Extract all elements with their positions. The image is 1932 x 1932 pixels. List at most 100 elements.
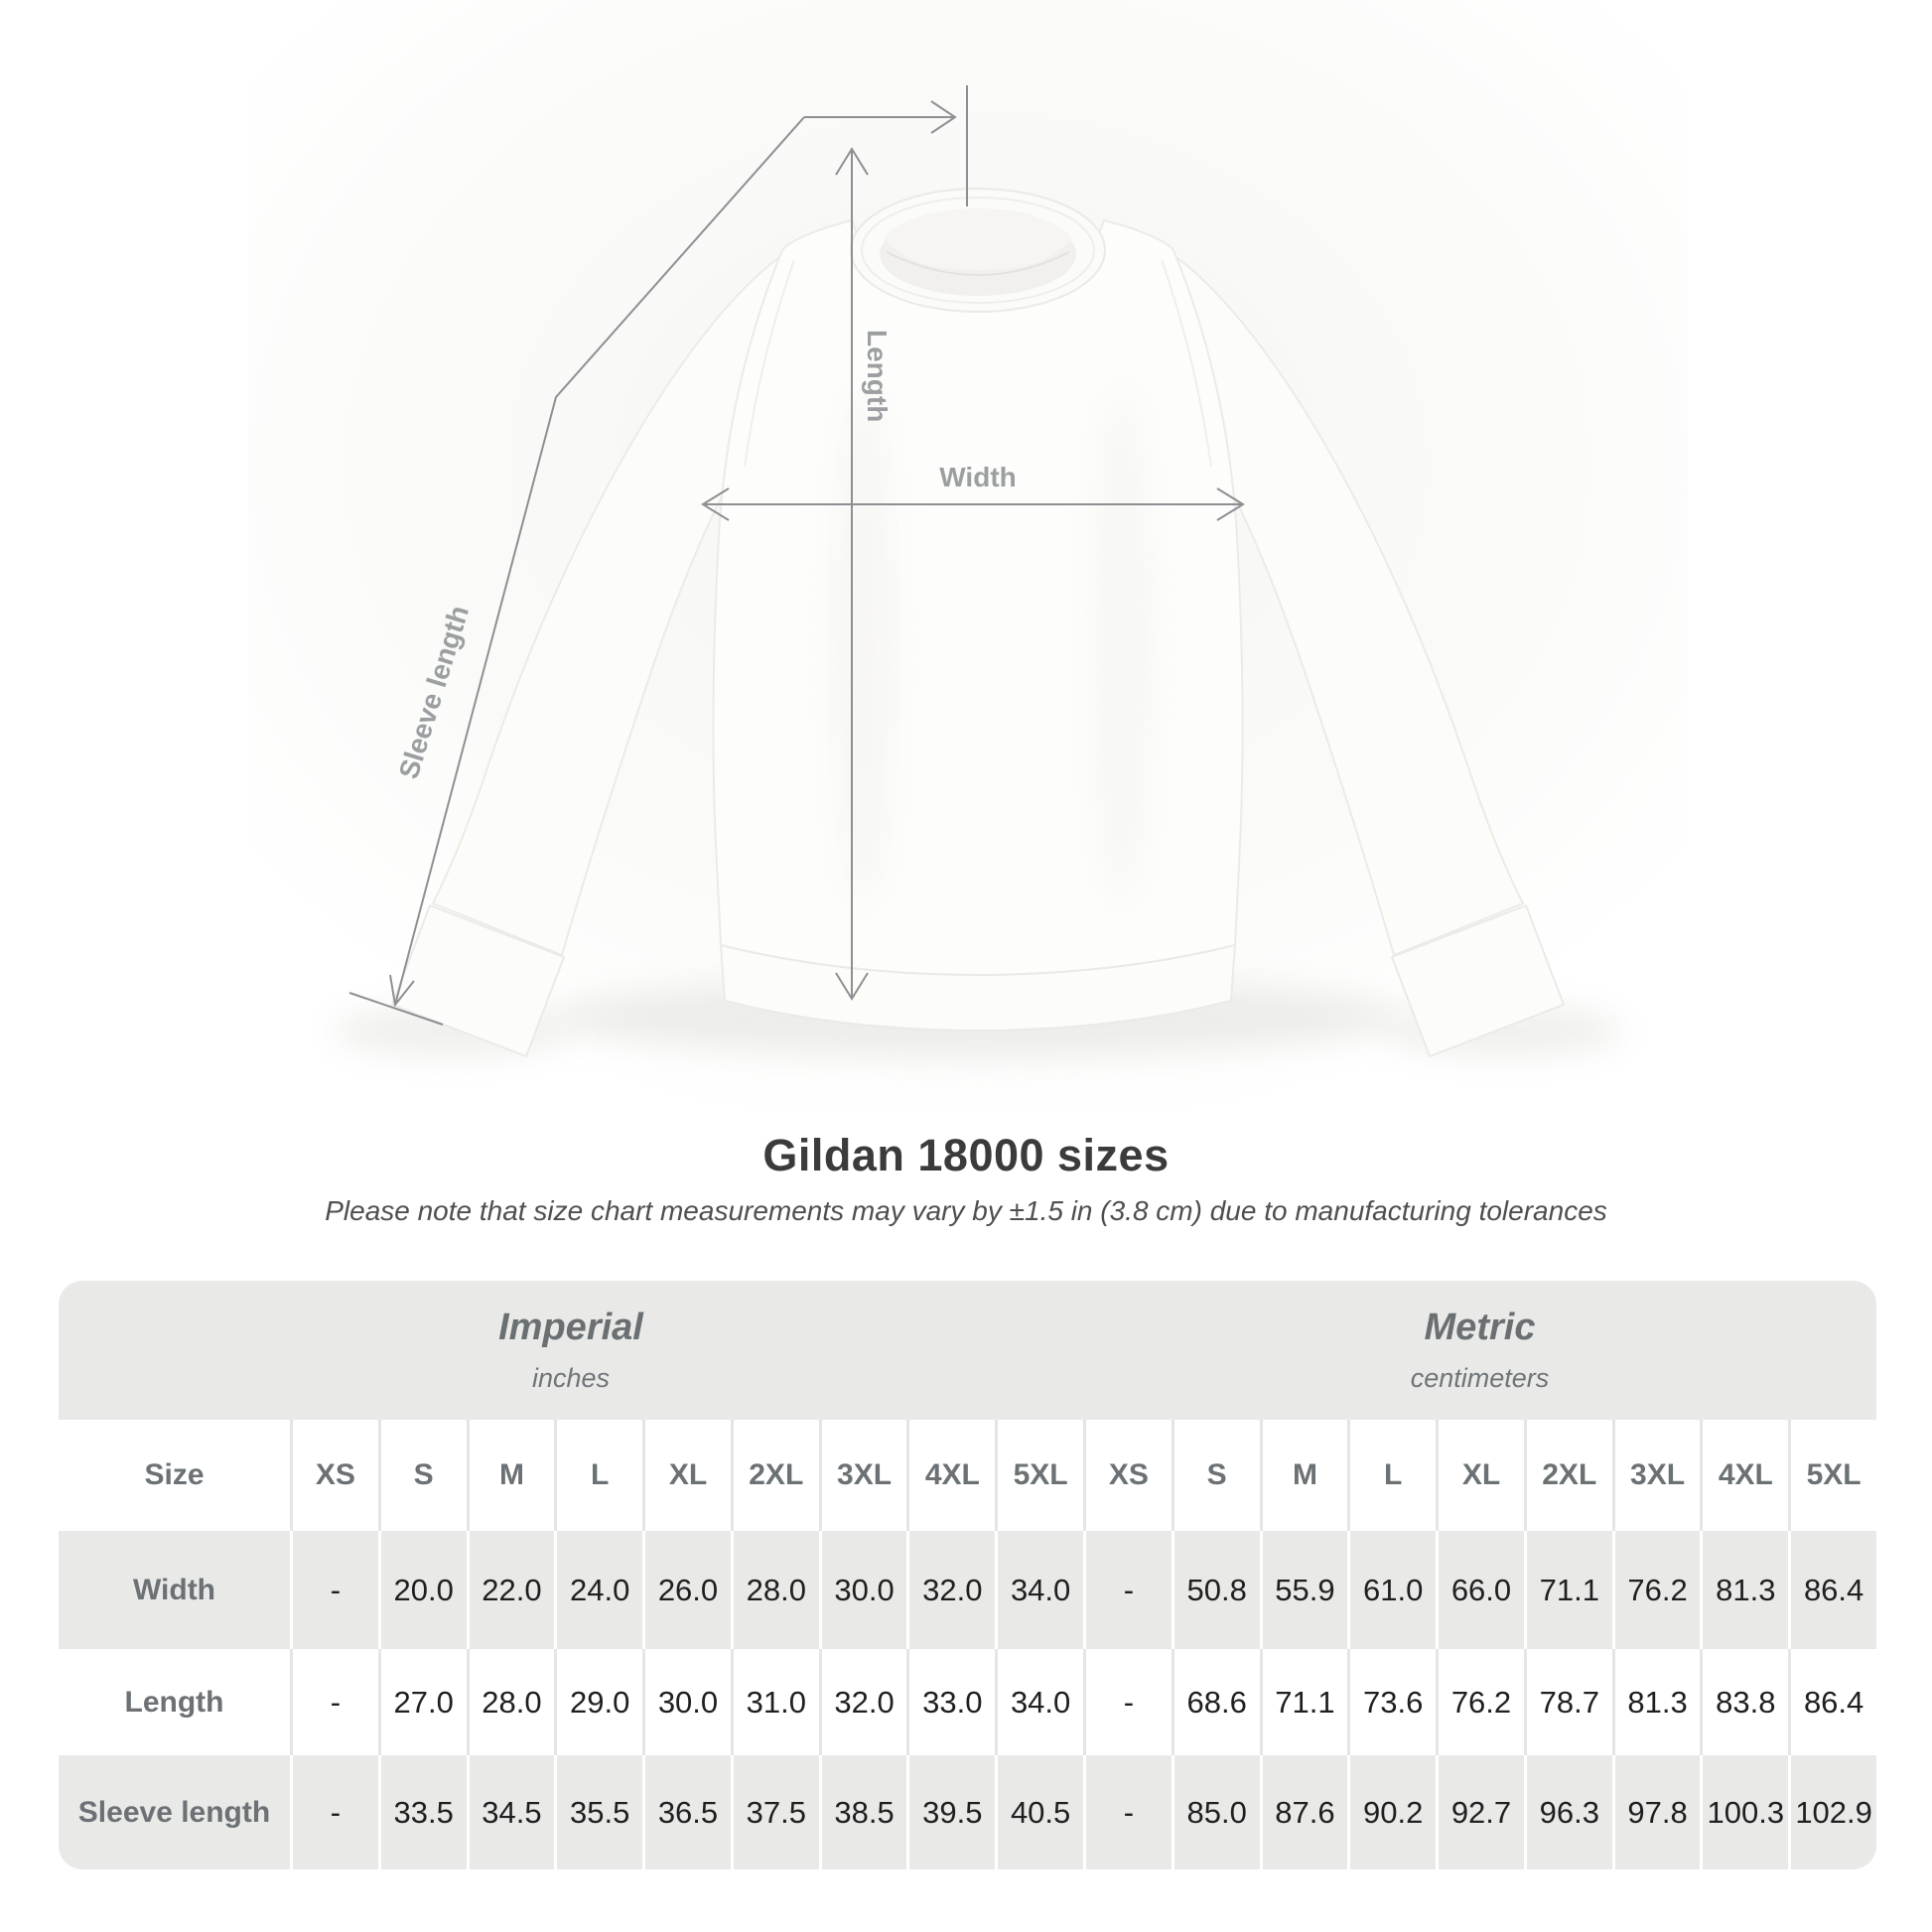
imperial-unit: inches	[531, 1363, 611, 1393]
table-cell: -	[1083, 1755, 1172, 1869]
table-cell: 81.3	[1700, 1531, 1788, 1649]
table-cell: 66.0	[1436, 1531, 1524, 1649]
width-label: Width	[939, 462, 1017, 492]
table-cell: -	[290, 1649, 378, 1755]
sweatshirt-left-sleeve	[432, 245, 797, 956]
table-cell: 86.4	[1788, 1531, 1876, 1649]
table-cell: 37.5	[730, 1755, 819, 1869]
table-cell: 29.0	[554, 1649, 642, 1755]
sleeve-end-tick	[348, 992, 444, 1026]
size-header-cell: L	[554, 1420, 642, 1531]
table-cell: 33.0	[906, 1649, 995, 1755]
collar-stitch-seam	[886, 251, 1070, 276]
length-arrow-up-head	[835, 147, 869, 176]
table-cell: 68.6	[1171, 1649, 1260, 1755]
table-cell: 28.0	[730, 1531, 819, 1649]
length-label: Length	[862, 330, 893, 422]
size-header-cell: 5XL	[1788, 1420, 1876, 1531]
collar-rib-seam	[861, 197, 1095, 304]
size-table: Imperial inches Metric centimeters Size …	[59, 1281, 1876, 1869]
table-cell: 34.0	[995, 1531, 1083, 1649]
unit-group-header-row: Imperial inches Metric centimeters	[59, 1281, 1876, 1420]
table-cell: 40.5	[995, 1755, 1083, 1869]
size-header-cell: 4XL	[1700, 1420, 1788, 1531]
table-cell: 50.8	[1171, 1531, 1260, 1649]
size-header-cell: S	[1171, 1420, 1260, 1531]
size-header-cell: XS	[290, 1420, 378, 1531]
width-arrow-right-head	[1216, 487, 1245, 521]
size-column-header: Size	[144, 1458, 205, 1491]
sweatshirt-right-sleeve	[1159, 245, 1524, 956]
size-header-row: Size XS S M L XL 2XL 3XL 4XL 5XL XS S M …	[59, 1420, 1876, 1531]
table-cell: 97.8	[1611, 1755, 1701, 1869]
right-shoulder-seam	[1161, 259, 1212, 468]
table-cell: 73.6	[1347, 1649, 1436, 1755]
imperial-label: Imperial	[498, 1307, 643, 1348]
imperial-group-header: Imperial inches	[59, 1281, 1083, 1420]
sweatshirt-illustration	[333, 188, 1623, 1057]
size-header-cell: 4XL	[906, 1420, 995, 1531]
table-cell: -	[1083, 1531, 1172, 1649]
table-cell: 36.5	[642, 1755, 731, 1869]
table-cell: 28.0	[466, 1649, 555, 1755]
table-cell: 27.0	[377, 1649, 467, 1755]
size-header-cell: 2XL	[730, 1420, 819, 1531]
row-label: Length	[124, 1685, 224, 1719]
table-cell: 92.7	[1436, 1755, 1524, 1869]
length-arrow-down-head	[835, 972, 869, 1001]
size-header-cell: 5XL	[995, 1420, 1083, 1531]
sweatshirt-hem-band	[719, 943, 1237, 1033]
size-header-cell: 3XL	[818, 1420, 907, 1531]
tolerance-note: Please note that size chart measurements…	[325, 1195, 1607, 1226]
table-cell: 76.2	[1436, 1649, 1524, 1755]
row-label: Width	[132, 1573, 216, 1606]
measurement-annotations	[348, 85, 1245, 1026]
table-cell: 102.9	[1788, 1755, 1876, 1869]
fold-shading-right	[1092, 387, 1152, 903]
table-cell: 24.0	[554, 1531, 642, 1649]
sweatshirt-right-cuff	[1391, 904, 1565, 1057]
collar-inner-back	[884, 207, 1072, 270]
table-cell: 22.0	[466, 1531, 555, 1649]
sleeve-length-row: Sleeve length - 33.5 34.5 35.5 36.5 37.5…	[59, 1755, 1876, 1869]
table-cell: -	[290, 1531, 378, 1649]
table-cell: 38.5	[818, 1755, 907, 1869]
size-header-cell: S	[377, 1420, 467, 1531]
size-header-cell: 2XL	[1523, 1420, 1612, 1531]
shoulder-arrow-head	[930, 100, 957, 134]
metric-label: Metric	[1424, 1307, 1536, 1348]
metric-unit: centimeters	[1410, 1363, 1550, 1393]
row-label: Sleeve length	[77, 1795, 271, 1829]
table-cell: 61.0	[1347, 1531, 1436, 1649]
table-cell: 55.9	[1259, 1531, 1348, 1649]
table-cell: 31.0	[730, 1649, 819, 1755]
table-cell: 34.5	[466, 1755, 555, 1869]
table-cell: 76.2	[1611, 1531, 1701, 1649]
product-figure: Length Width Sleeve length	[248, 0, 1688, 1107]
table-cell: 34.0	[995, 1649, 1083, 1755]
table-cell: 33.5	[377, 1755, 467, 1869]
table-cell: 20.0	[377, 1531, 467, 1649]
table-cell: 32.0	[818, 1649, 907, 1755]
fold-shading-left	[834, 387, 894, 903]
table-cell: 30.0	[818, 1531, 907, 1649]
width-arrow-left-head	[701, 487, 730, 521]
table-cell: 81.3	[1611, 1649, 1701, 1755]
table-cell: 83.8	[1700, 1649, 1788, 1755]
table-cell: 39.5	[906, 1755, 995, 1869]
table-cell: -	[1083, 1649, 1172, 1755]
table-cell: 90.2	[1347, 1755, 1436, 1869]
table-cell: 35.5	[554, 1755, 642, 1869]
length-row: Length - 27.0 28.0 29.0 30.0 31.0 32.0 3…	[59, 1649, 1876, 1755]
size-header-cell: L	[1347, 1420, 1436, 1531]
metric-group-header: Metric centimeters	[1083, 1281, 1876, 1420]
table-cell: 30.0	[642, 1649, 731, 1755]
table-cell: -	[290, 1755, 378, 1869]
sweatshirt-body	[712, 218, 1244, 977]
left-shoulder-seam	[744, 259, 795, 468]
table-cell: 100.3	[1700, 1755, 1788, 1869]
size-header-cell: XL	[1436, 1420, 1524, 1531]
table-cell: 71.1	[1259, 1649, 1348, 1755]
table-cell: 32.0	[906, 1531, 995, 1649]
